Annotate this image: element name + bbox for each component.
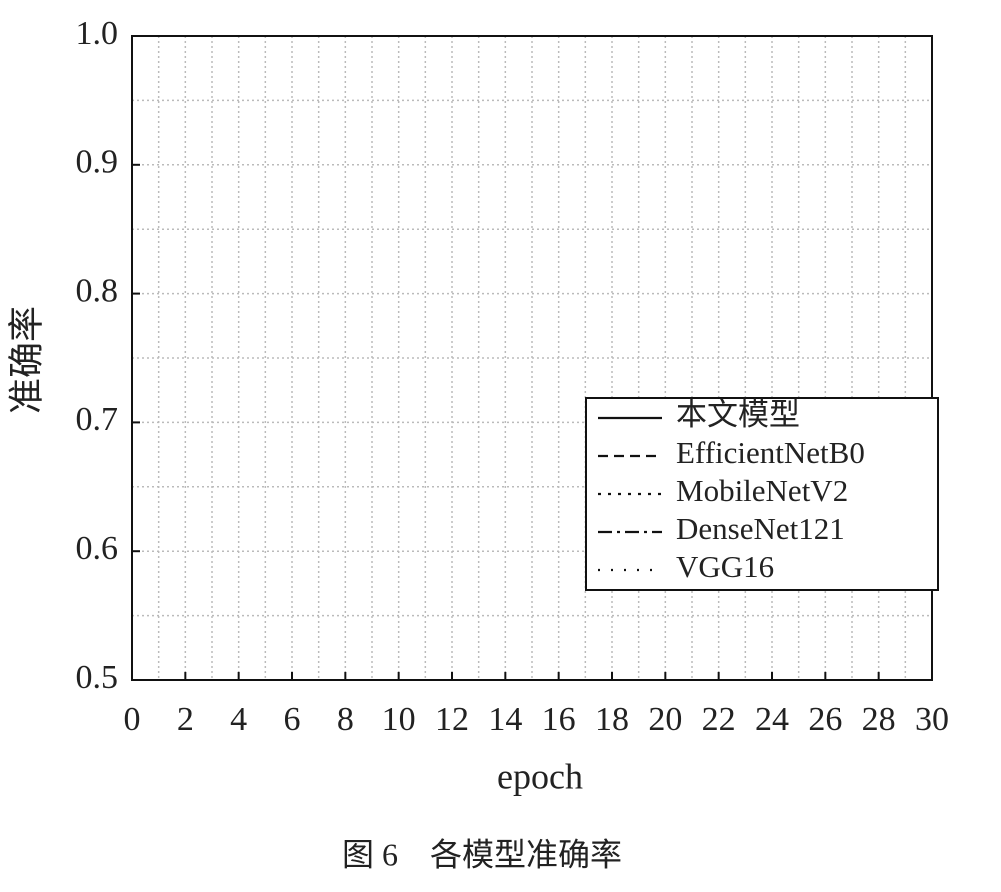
x-tick-label: 16 bbox=[542, 701, 576, 738]
x-tick-label: 14 bbox=[488, 701, 522, 738]
y-tick-label: 0.7 bbox=[76, 401, 119, 438]
caption: 图 6 各模型准确率 bbox=[342, 836, 622, 872]
legend-label: DenseNet121 bbox=[676, 511, 845, 546]
x-tick-label: 10 bbox=[382, 701, 416, 738]
plot-frame bbox=[131, 35, 933, 681]
x-tick-label: 20 bbox=[648, 701, 682, 738]
x-tick-label: 8 bbox=[337, 701, 354, 738]
y-tick-label: 0.6 bbox=[76, 530, 119, 567]
y-tick-label: 1.0 bbox=[76, 15, 119, 52]
legend-label: VGG16 bbox=[676, 549, 774, 584]
y-tick-label: 0.9 bbox=[76, 144, 119, 181]
x-tick-label: 30 bbox=[915, 701, 949, 738]
x-tick-label: 28 bbox=[862, 701, 896, 738]
x-tick-label: 0 bbox=[124, 701, 141, 738]
legend-label: EfficientNetB0 bbox=[676, 435, 865, 470]
y-tick-label: 0.8 bbox=[76, 272, 119, 309]
x-tick-label: 24 bbox=[755, 701, 789, 738]
legend-label: 本文模型 bbox=[676, 397, 800, 432]
x-tick-label: 4 bbox=[230, 701, 247, 738]
x-tick-label: 12 bbox=[435, 701, 469, 738]
x-tick-label: 22 bbox=[702, 701, 736, 738]
legend-label: MobileNetV2 bbox=[676, 473, 848, 508]
x-tick-label: 18 bbox=[595, 701, 629, 738]
x-tick-label: 26 bbox=[808, 701, 842, 738]
y-tick-label: 0.5 bbox=[76, 659, 119, 696]
x-tick-label: 6 bbox=[284, 701, 301, 738]
x-tick-label: 2 bbox=[177, 701, 194, 738]
legend-box bbox=[585, 397, 939, 591]
x-axis-label: epoch bbox=[497, 756, 583, 796]
y-axis-label: 准确率 bbox=[6, 306, 46, 414]
